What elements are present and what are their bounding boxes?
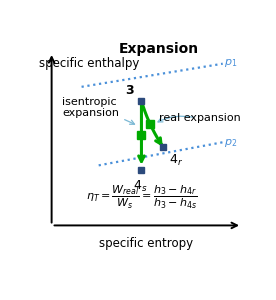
Text: $4_r$: $4_r$: [169, 153, 183, 168]
Text: real expansion: real expansion: [152, 113, 241, 123]
Text: isentropic
expansion: isentropic expansion: [62, 97, 134, 124]
Text: $\eta_T = \dfrac{W_{real}}{W_s} = \dfrac{h_3 - h_{4r}}{h_3 - h_{4s}}$: $\eta_T = \dfrac{W_{real}}{W_s} = \dfrac…: [86, 184, 197, 211]
Text: specific entropy: specific entropy: [99, 237, 193, 250]
Text: specific enthalpy: specific enthalpy: [39, 57, 139, 70]
Text: 3: 3: [125, 84, 134, 97]
Text: $4_s$: $4_s$: [133, 179, 148, 194]
Text: $p_1$: $p_1$: [224, 57, 237, 69]
Text: $p_2$: $p_2$: [224, 137, 237, 149]
Text: Expansion: Expansion: [118, 42, 199, 56]
